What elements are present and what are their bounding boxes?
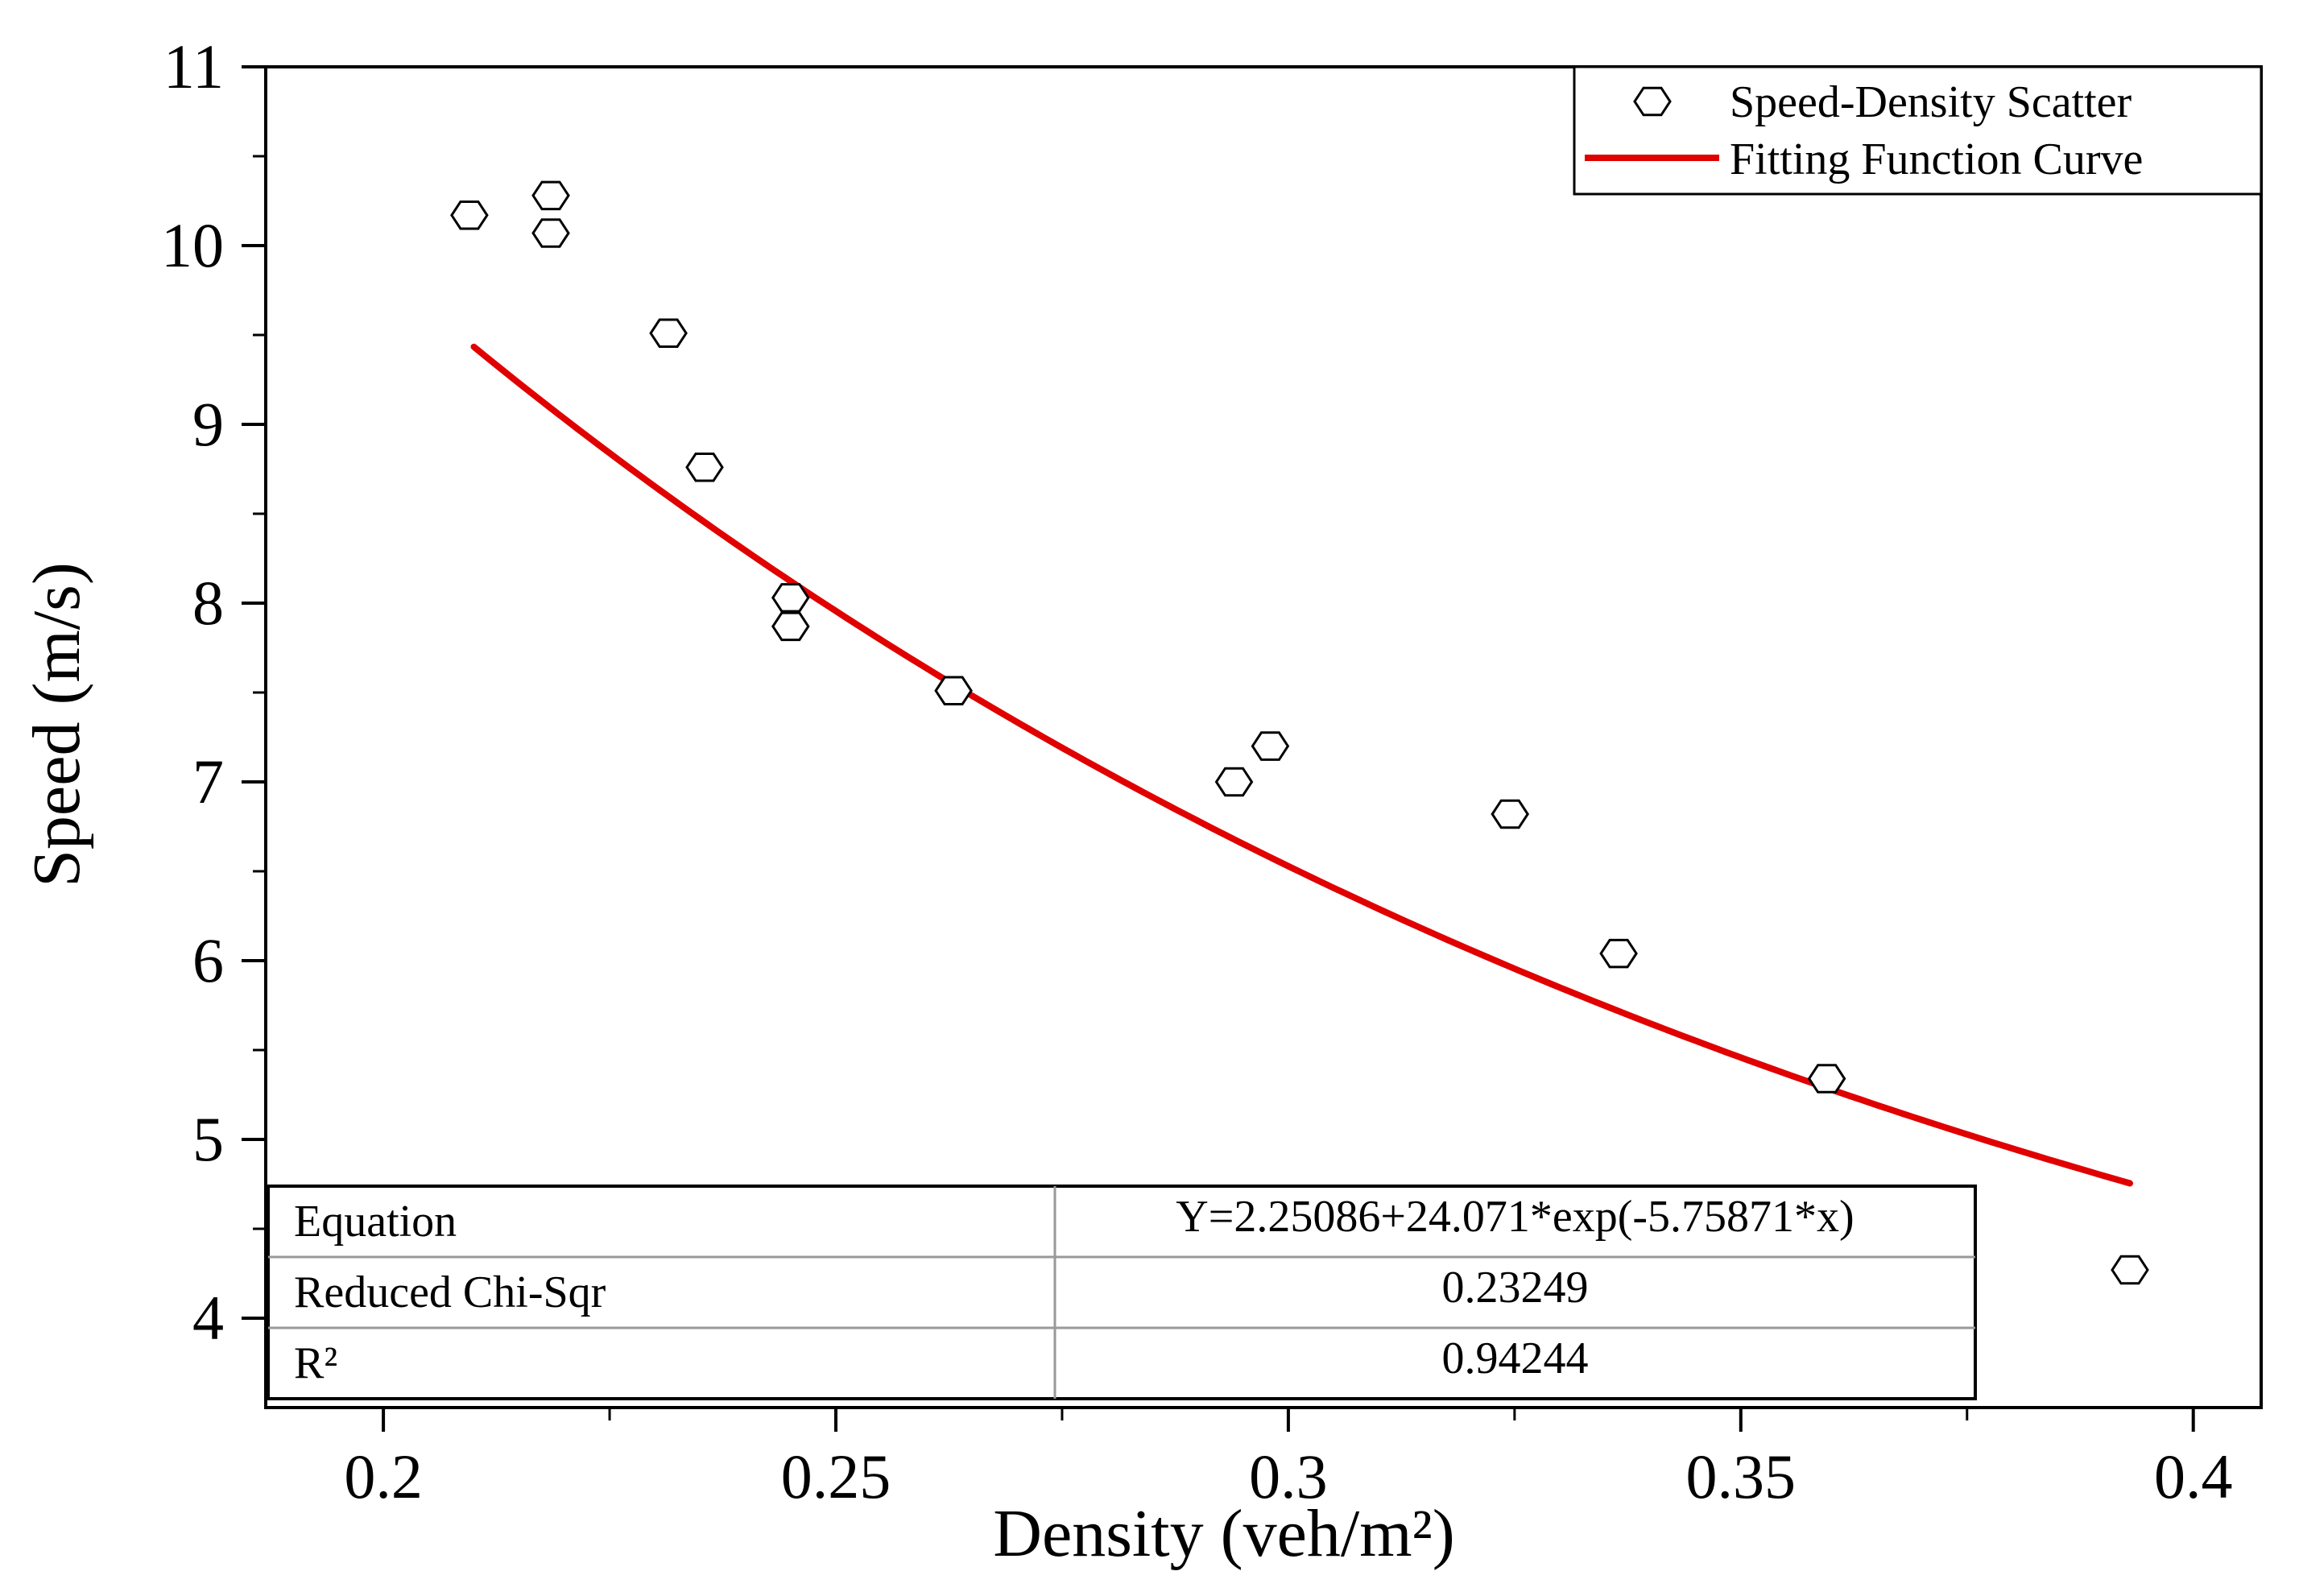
- y-tick-label: 10: [161, 210, 224, 280]
- y-tick-label: 4: [192, 1283, 224, 1353]
- legend-entry-fit: Fitting Function Curve: [1730, 134, 2143, 184]
- x-tick-label: 0.4: [2154, 1441, 2233, 1511]
- x-tick-label: 0.35: [1686, 1441, 1797, 1511]
- y-tick-label: 8: [192, 568, 224, 638]
- x-tick-label: 0.25: [781, 1441, 891, 1511]
- fit-curve-layer: [470, 343, 2133, 1187]
- scatter-point: [2111, 1255, 2149, 1285]
- scatter-point: [531, 218, 570, 248]
- scatter-point: [685, 453, 724, 482]
- y-axis-title: Speed (m/s): [19, 562, 94, 887]
- y-tick-label: 11: [163, 31, 224, 101]
- plot-frame: [264, 65, 2263, 1409]
- scatter-point: [771, 611, 810, 642]
- scatter-point: [771, 583, 810, 613]
- scatter-point: [649, 318, 688, 348]
- y-tick-label: 6: [192, 925, 224, 995]
- x-axis-title: Density (veh/m²): [993, 1496, 1454, 1571]
- table-row-value: 0.94244: [1442, 1333, 1589, 1383]
- legend-entry-scatter: Speed-Density Scatter: [1730, 77, 2132, 127]
- fit-statistics-table: Equation Y=2.25086+24.071*exp(-5.75871*x)…: [267, 1185, 1977, 1400]
- x-tick-label: 0.3: [1249, 1441, 1328, 1511]
- scatter-points-layer: [450, 180, 2149, 1285]
- table-row-label: R²: [294, 1338, 337, 1388]
- table-frame: [267, 1185, 1977, 1400]
- x-tick-label: 0.2: [344, 1441, 423, 1511]
- legend-box: [1573, 65, 2263, 196]
- scatter-point: [450, 201, 489, 230]
- scatter-point: [531, 180, 570, 211]
- fit-curve: [470, 343, 2133, 1187]
- table-row-label: Reduced Chi-Sqr: [294, 1267, 606, 1317]
- scatter-point: [1214, 767, 1254, 797]
- table-row-label: Equation: [294, 1197, 457, 1247]
- legend-hexagon-icon: [1633, 86, 1672, 117]
- y-tick-label: 5: [192, 1104, 224, 1174]
- y-tick-label: 9: [192, 389, 224, 459]
- scatter-point: [1807, 1064, 1846, 1094]
- scatter-point: [1599, 938, 1638, 969]
- table-row-value: Y=2.25086+24.071*exp(-5.75871*x): [1176, 1192, 1854, 1242]
- scatter-point: [1491, 799, 1529, 829]
- scatter-point: [934, 676, 973, 705]
- axes: 0.2 0.25 0.3 0.35 0.4 4 5 6 7 8 9 10 11: [161, 31, 2263, 1511]
- table-row-value: 0.23249: [1442, 1263, 1589, 1313]
- scatter-point: [1251, 731, 1290, 761]
- y-tick-label: 7: [192, 746, 224, 817]
- legend: Speed-Density Scatter Fitting Function Cu…: [1573, 65, 2263, 196]
